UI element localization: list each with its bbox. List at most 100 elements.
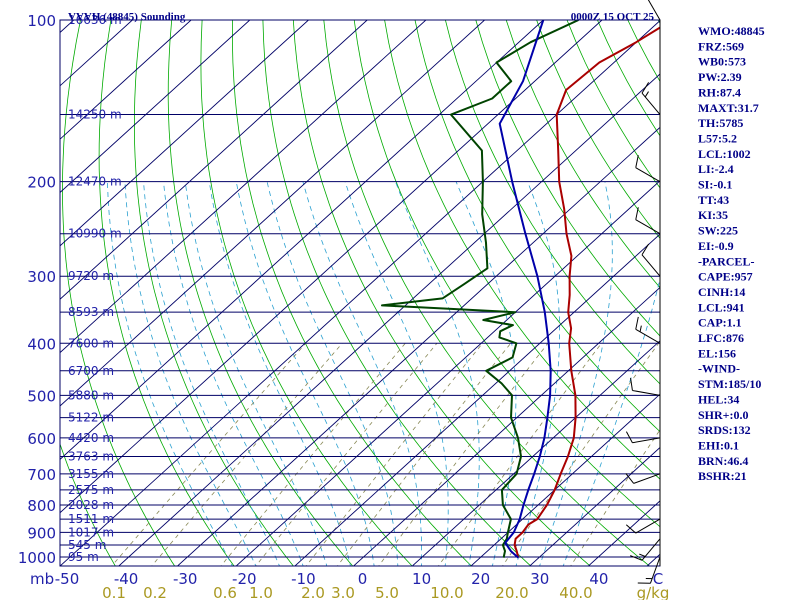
isotherm	[60, 20, 251, 194]
dry-adiabat	[353, 20, 660, 528]
mixing-ratio-label: 2.0	[301, 584, 325, 600]
index-line: WMO:48845	[698, 24, 765, 38]
height-label: 545 m	[68, 538, 106, 552]
pressure-label: 200	[27, 174, 56, 192]
index-line: LFC:876	[698, 331, 744, 345]
index-line: EI:-0.9	[698, 239, 734, 253]
wind-profile	[625, 0, 661, 584]
isotherm	[60, 20, 485, 407]
moist-adiabat	[235, 181, 375, 566]
index-line: BRN:46.4	[698, 454, 748, 468]
temperature-tick-label: 40	[589, 570, 608, 588]
wind-barb-flag	[625, 473, 635, 484]
isotherm	[60, 20, 368, 300]
pressure-label: 400	[27, 335, 56, 353]
mixing-ratio-line	[151, 343, 343, 566]
pressure-label: 800	[27, 497, 56, 515]
wind-barb-flag	[630, 555, 643, 561]
index-line: SW:225	[698, 224, 738, 238]
mixing-ratio-label: 3.0	[331, 584, 355, 600]
mixing-ratio-line	[501, 343, 659, 566]
height-label: 2575 m	[68, 483, 114, 497]
mixing-ratio-label: 20.0	[495, 584, 528, 600]
isotherm	[470, 393, 660, 566]
isotherm	[235, 180, 660, 566]
index-line: MAXT:31.7	[698, 101, 759, 115]
index-line: TH:5785	[698, 116, 743, 130]
dry-adiabat	[62, 20, 176, 566]
isotherm	[60, 20, 427, 354]
wind-barb-half-flag	[639, 325, 642, 332]
index-line: RH:87.4	[698, 85, 741, 99]
mixing-ratio-line	[255, 343, 438, 566]
pressure-label: 600	[27, 430, 56, 448]
pressure-label: 500	[27, 387, 56, 405]
index-line: STM:185/10	[698, 377, 761, 391]
temperature-tick-label: -40	[114, 570, 139, 588]
height-label: 14250 m	[68, 108, 122, 122]
parcel-trace	[498, 20, 552, 559]
height-label: 95 m	[68, 550, 99, 564]
wind-barb-half-flag	[639, 553, 646, 557]
index-line: TT:43	[698, 193, 729, 207]
index-line: CAP:1.1	[698, 316, 742, 330]
wind-barb-staff	[633, 473, 661, 484]
index-line: LI:-2.4	[698, 162, 734, 176]
index-line: HEL:34	[698, 392, 739, 406]
index-line: KI:35	[698, 208, 728, 222]
wind-barb-flag	[625, 431, 633, 443]
wind-barb-staff	[632, 437, 661, 444]
height-label: 5880 m	[68, 388, 114, 402]
temperature-tick-label: 20	[471, 570, 490, 588]
moist-adiabat	[124, 181, 257, 566]
height-label: 8593 m	[68, 305, 114, 319]
isotherm	[352, 286, 660, 566]
pressure-label: 100	[27, 12, 56, 30]
temperature-tick-label: -50	[55, 570, 80, 588]
temperature-tick-label: -30	[173, 570, 198, 588]
wind-barb-staff	[632, 389, 661, 396]
moist-adiabat	[208, 181, 351, 566]
isotherm	[411, 340, 660, 566]
moist-adiabat	[562, 277, 660, 566]
wind-barb-flag	[625, 524, 637, 534]
mixing-ratio-label: g/kg	[637, 584, 670, 600]
wind-barb-half-flag	[644, 91, 649, 98]
isotherm	[60, 20, 309, 247]
dry-adiabat	[414, 20, 660, 433]
isotherm	[294, 233, 660, 566]
temperature-tick-label: 0	[358, 570, 368, 588]
temperature-tick-label: 30	[530, 570, 549, 588]
mixing-ratio-line	[378, 343, 549, 566]
dry-adiabat	[475, 20, 660, 337]
x-axis-unit: mb	[30, 570, 54, 588]
temperature-tick-label: -20	[232, 570, 257, 588]
index-line: FRZ:569	[698, 39, 744, 53]
moist-adiabat	[143, 181, 280, 566]
height-label: 1511 m	[68, 512, 114, 526]
wind-barb-staff	[647, 0, 661, 21]
dry-adiabat	[292, 20, 591, 566]
wind-barb-staff	[641, 254, 661, 277]
sounding-datetime: 0000Z 15 OCT 25	[571, 11, 655, 23]
pressure-label: 700	[27, 466, 56, 484]
dry-adiabat	[384, 20, 660, 480]
dry-adiabat	[98, 20, 235, 566]
index-line: -PARCEL-	[698, 254, 754, 268]
dry-adiabat	[231, 20, 472, 566]
mixing-ratio-label: 0.2	[143, 584, 167, 600]
moist-adiabat	[163, 181, 304, 566]
dry-adiabat	[134, 20, 294, 566]
index-line: LCL:1002	[698, 147, 751, 161]
pressure-label: 300	[27, 268, 56, 286]
sounding-traces	[381, 20, 660, 559]
pressure-label: 1000	[18, 549, 56, 567]
mixing-ratio-line	[220, 343, 406, 566]
mixing-ratio-line	[437, 343, 602, 566]
index-line: CAPE:957	[698, 270, 753, 284]
height-label: 3763 m	[68, 450, 114, 464]
index-line: CINH:14	[698, 285, 745, 299]
sounding-title: VVVH (48845) Sounding	[68, 11, 186, 23]
index-line: LCL:941	[698, 300, 745, 314]
